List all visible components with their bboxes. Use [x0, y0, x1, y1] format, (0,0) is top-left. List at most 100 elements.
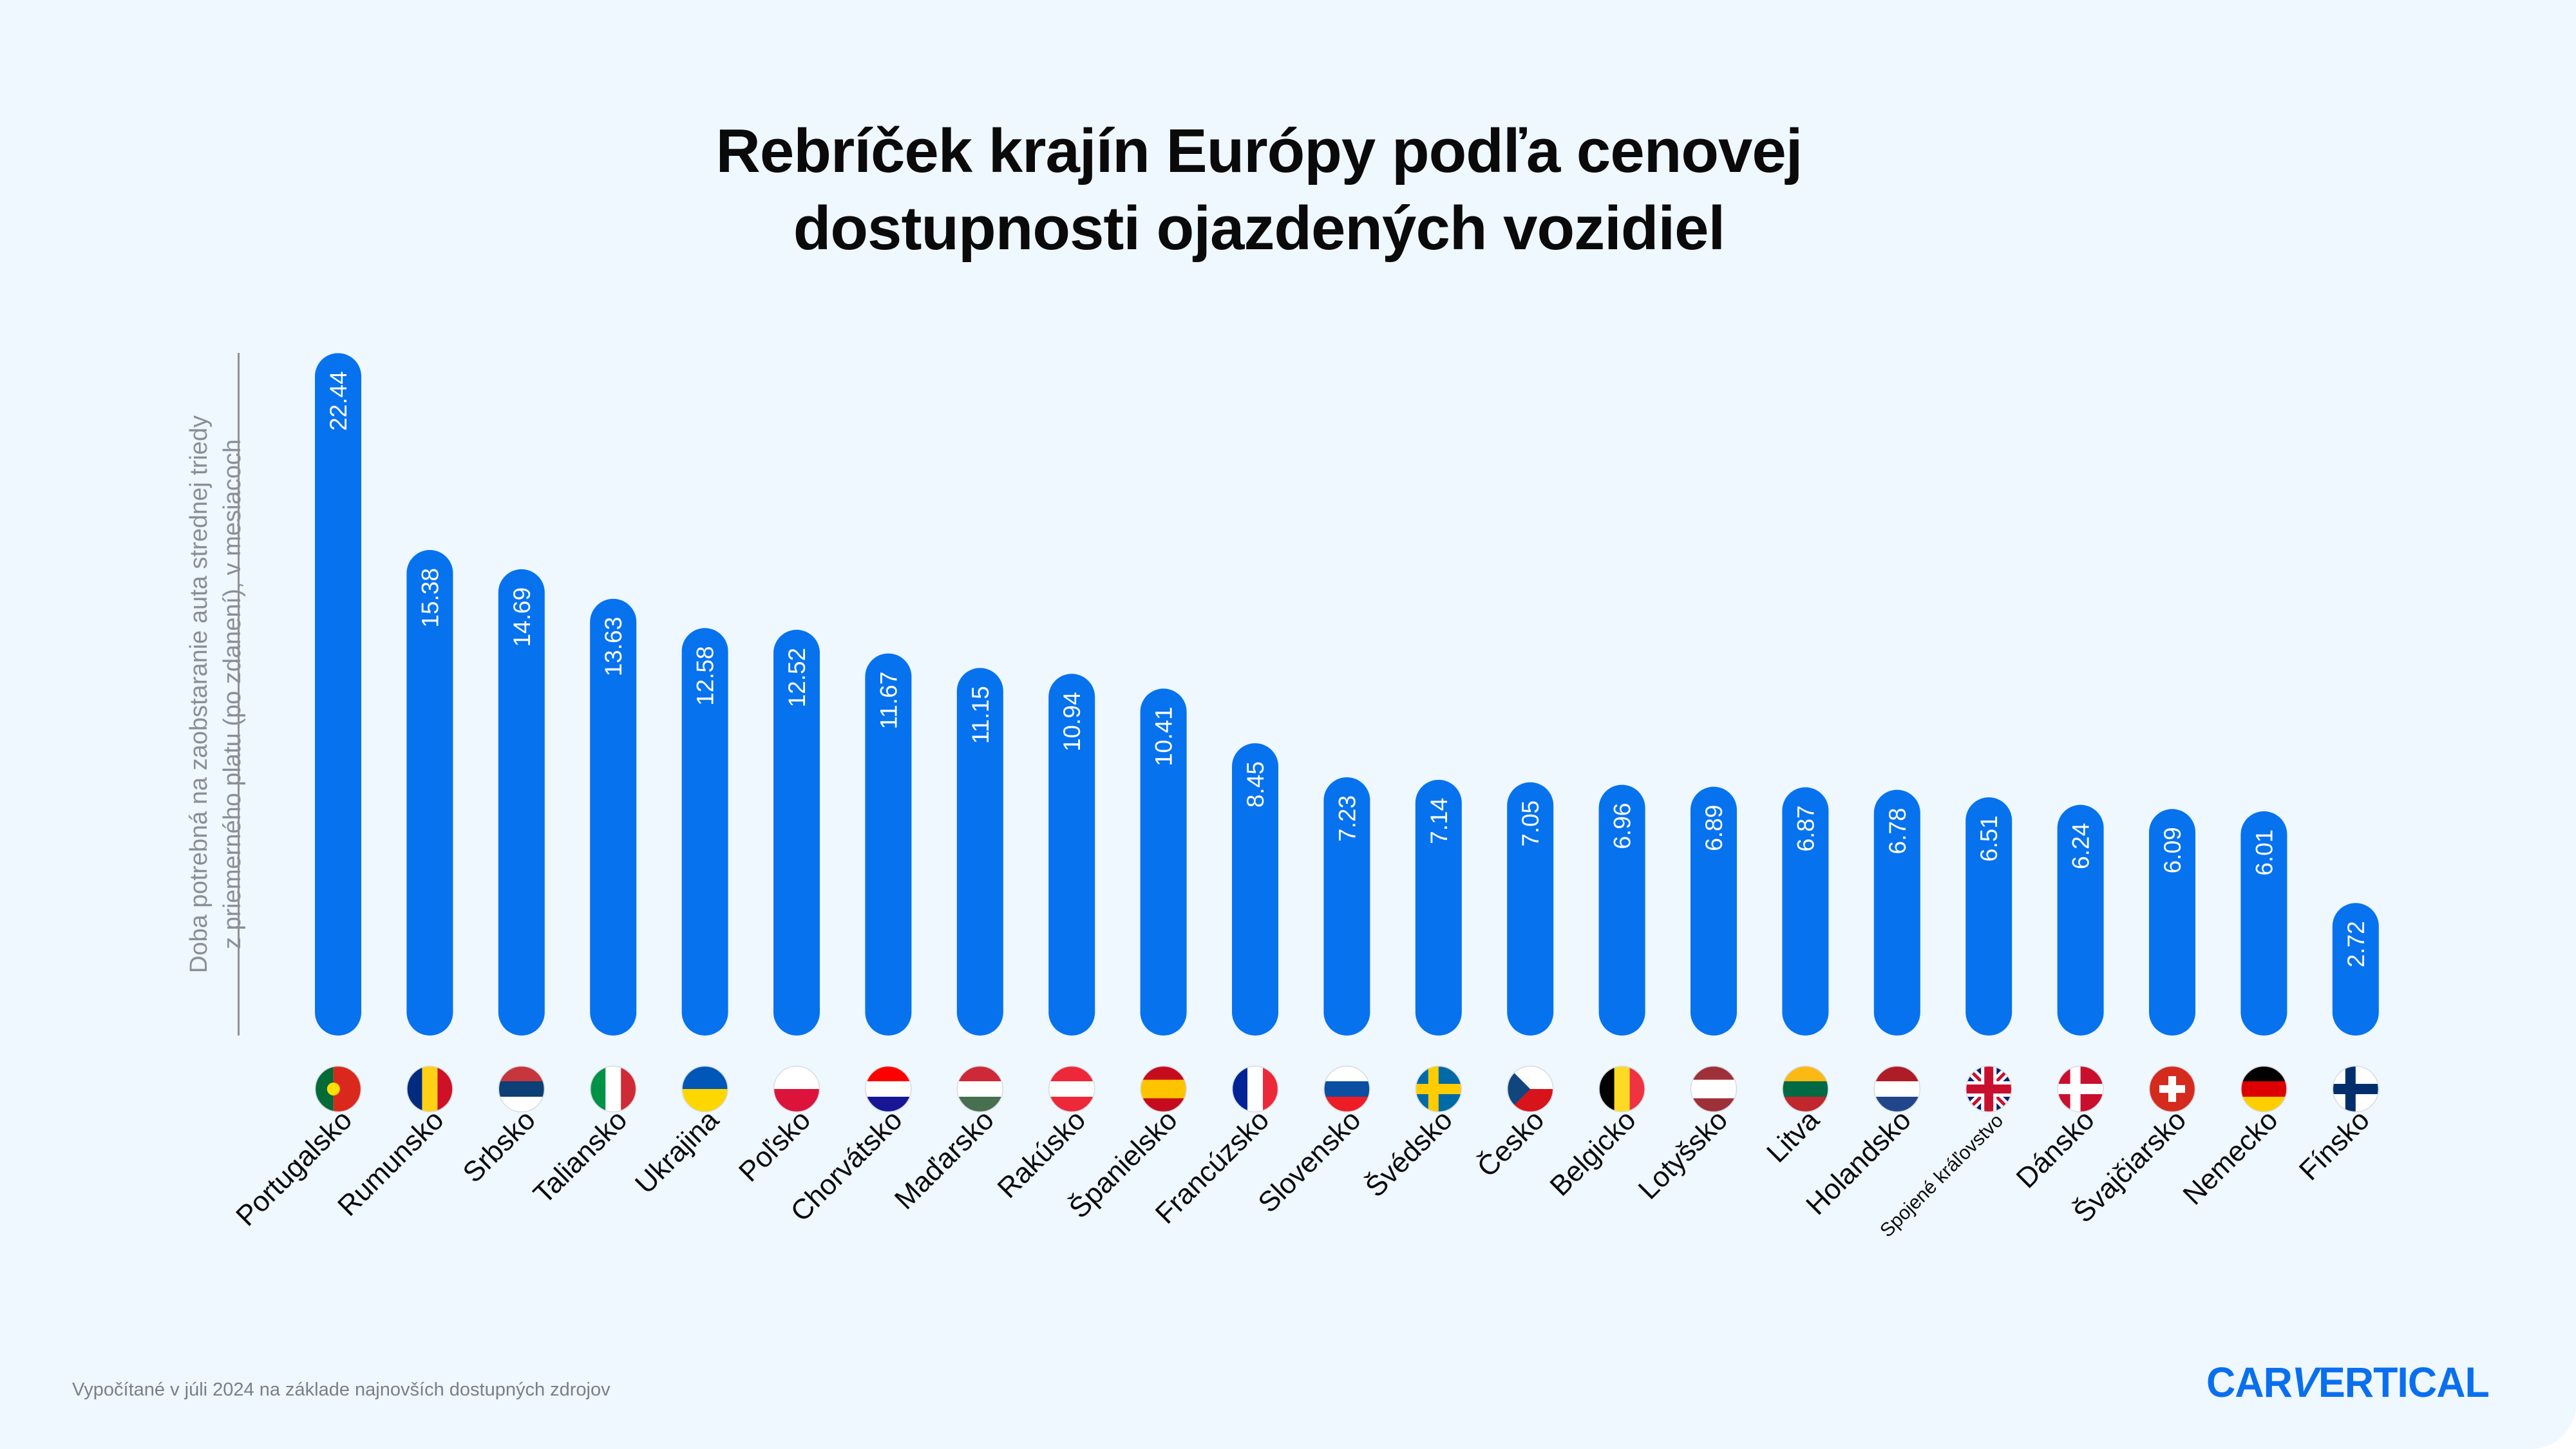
flag-outline: [2148, 1065, 2196, 1113]
value-label: 7.14: [1426, 798, 1452, 844]
category-label: Dánsko: [2011, 1104, 2101, 1194]
flag-icon: [1140, 1066, 1187, 1112]
value-label: 12.58: [692, 646, 719, 706]
flag-outline: [773, 1065, 820, 1113]
flag-outline: [1140, 1065, 1187, 1113]
category-label: Švédsko: [1359, 1104, 1459, 1204]
bar: [1048, 674, 1095, 1036]
value-label: 12.52: [784, 648, 810, 708]
bar: [1690, 786, 1737, 1036]
flag-icon: [2149, 1066, 2195, 1112]
flag-icon: [2057, 1066, 2104, 1112]
value-label: 2.72: [2343, 921, 2369, 967]
bar: [315, 353, 361, 1036]
category-label: Česko: [1471, 1104, 1551, 1184]
flag-outline: [2240, 1065, 2287, 1113]
bar: [1873, 790, 1920, 1036]
carvertical-logo: CARVERTICAL: [2206, 1358, 2490, 1406]
flag-icon: [1598, 1066, 1645, 1112]
flag-outline: [2057, 1065, 2104, 1113]
flag-outline: [2332, 1065, 2380, 1113]
category-label: Fínsko: [2293, 1104, 2376, 1186]
value-label: 11.67: [875, 672, 902, 730]
flag-outline: [1323, 1065, 1370, 1113]
bar: [1232, 743, 1278, 1036]
value-label: 6.01: [2251, 829, 2277, 876]
chart-title: Rebríček krajín Európy podľa cenovej dos…: [0, 113, 2518, 267]
y-axis-line: [238, 353, 240, 1036]
value-label: 7.05: [1517, 800, 1544, 847]
flag-outline: [1873, 1065, 1921, 1113]
value-label: 14.69: [509, 587, 535, 647]
bar: [2240, 811, 2287, 1036]
flag-outline: [589, 1065, 637, 1113]
category-label: Ukrajina: [629, 1104, 725, 1200]
flag-outline: [1598, 1065, 1645, 1113]
bar: [1323, 777, 1370, 1036]
flag-icon: [1690, 1066, 1737, 1112]
bar: [406, 550, 453, 1036]
bar: [2057, 804, 2104, 1036]
value-label: 6.87: [1792, 806, 1819, 852]
bar: [681, 628, 728, 1036]
category-label: Nemecko: [2177, 1104, 2284, 1211]
category-label: Portugalsko: [230, 1104, 358, 1232]
value-label: 10.41: [1151, 706, 1177, 766]
bar: [590, 598, 637, 1036]
value-label: 6.78: [1884, 808, 1911, 854]
value-label: 8.45: [1242, 761, 1269, 808]
bar: [1507, 782, 1554, 1036]
value-label: 22.44: [325, 371, 352, 431]
flag-outline: [314, 1065, 362, 1113]
category-label: Maďarsko: [889, 1104, 1000, 1215]
category-label: Litva: [1761, 1104, 1826, 1169]
flag-outline: [1690, 1065, 1738, 1113]
flag-outline: [1506, 1065, 1554, 1113]
flag-outline: [1231, 1065, 1279, 1113]
bar: [2149, 809, 2195, 1036]
value-label: 6.96: [1609, 803, 1636, 849]
value-label: 7.23: [1334, 795, 1360, 842]
bar: [956, 668, 1003, 1036]
value-label: 13.63: [600, 617, 627, 677]
flag-outline: [406, 1065, 453, 1113]
value-label: 6.89: [1701, 805, 1727, 851]
value-label: 11.15: [967, 686, 994, 744]
category-label: Poľsko: [733, 1104, 817, 1188]
bar: [1965, 797, 2012, 1036]
bar: [1415, 779, 1462, 1036]
bar: [1140, 688, 1187, 1036]
value-label: 6.24: [2068, 823, 2094, 869]
flag-icon: [2332, 1066, 2379, 1112]
logo-part: CAR: [2206, 1358, 2293, 1406]
value-label: 10.94: [1059, 692, 1085, 752]
footer-note: Vypočítané v júli 2024 na základe najnov…: [72, 1379, 611, 1400]
bar: [2332, 903, 2379, 1036]
bar: [498, 569, 545, 1036]
flag-icon: [1782, 1066, 1829, 1112]
value-label: 15.38: [417, 568, 443, 628]
bar: [773, 629, 820, 1036]
flag-outline: [498, 1065, 545, 1113]
bar: [865, 653, 912, 1036]
category-label: Srbsko: [457, 1104, 541, 1188]
flag-outline: [1782, 1065, 1829, 1113]
bar: [1782, 787, 1829, 1036]
flag-outline: [865, 1065, 912, 1113]
flag-icon: [1232, 1066, 1278, 1112]
category-label: Lotyšsko: [1633, 1104, 1734, 1205]
flag-outline: [681, 1065, 728, 1113]
title-line-1: Rebríček krajín Európy podľa cenovej: [715, 117, 1803, 185]
logo-part: ERTICAL: [2318, 1358, 2490, 1406]
value-label: 6.51: [1976, 815, 2002, 862]
flag-outline: [1965, 1065, 2012, 1113]
flag-icon: [1415, 1066, 1462, 1112]
title-line-2: dostupnosti ojazdených vozidiel: [793, 194, 1725, 263]
value-label: 6.09: [2159, 827, 2186, 873]
category-label: Belgicko: [1544, 1104, 1642, 1202]
bar: [1598, 784, 1645, 1036]
category-label: Taliansko: [527, 1104, 633, 1209]
flag-icon: [1965, 1066, 2012, 1112]
flag-outline: [1415, 1065, 1463, 1113]
